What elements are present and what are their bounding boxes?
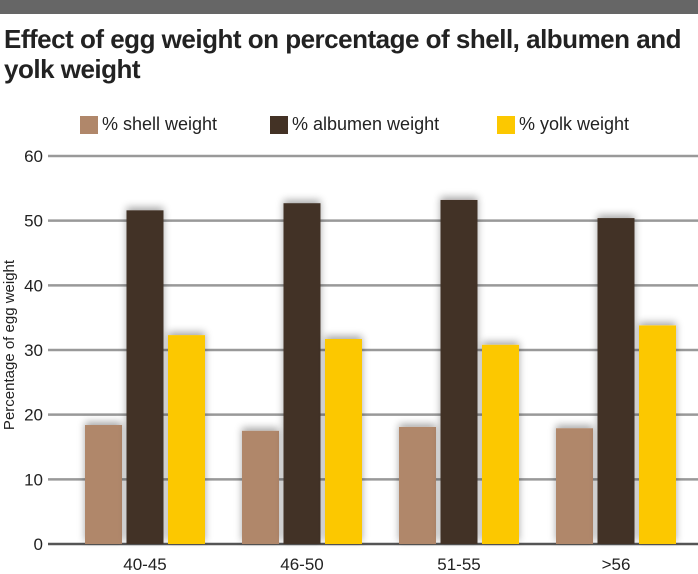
y-tick-label: 20 [24, 406, 43, 425]
legend-label: % yolk weight [519, 114, 630, 134]
y-tick-label: 30 [24, 341, 43, 360]
bar-yolk-weight [639, 325, 676, 544]
bar-albumen-weight [283, 203, 321, 544]
legend-swatch [270, 115, 288, 134]
bar-yolk-weight [482, 344, 519, 544]
bar-shell-weight [242, 430, 279, 544]
bar-yolk-weight [325, 339, 362, 544]
y-axis-label: Percentage of egg weight [1, 259, 18, 430]
bar-albumen-weight [126, 210, 164, 544]
bar-albumen-weight [597, 218, 635, 544]
legend: % shell weight % albumen weight % yolk wei… [0, 114, 698, 138]
y-tick-label: 60 [24, 147, 43, 166]
y-tick-label: 50 [24, 212, 43, 231]
bar-yolk-weight [168, 335, 205, 544]
legend-item: % yolk weight [497, 114, 629, 135]
bar-albumen-weight [440, 199, 478, 544]
chart-title: Effect of egg weight on percentage of sh… [4, 24, 681, 84]
header-bar [0, 0, 698, 14]
x-tick-label: >56 [602, 555, 631, 574]
legend-label: % albumen weight [292, 114, 440, 134]
legend-label: % shell weight [102, 114, 218, 134]
x-tick-label: 40-45 [123, 555, 166, 574]
y-tick-label: 0 [34, 535, 43, 554]
bar-shell-weight [556, 428, 593, 544]
y-tick-label: 10 [24, 470, 43, 489]
bar-shell-weight [85, 425, 122, 544]
y-tick-label: 40 [24, 276, 43, 295]
bar-shell-weight [399, 426, 436, 544]
legend-item: % shell weight [80, 114, 217, 135]
legend-item: % albumen weight [270, 114, 439, 135]
legend-swatch [497, 115, 515, 134]
x-tick-label: 51-55 [437, 555, 480, 574]
legend-swatch [80, 115, 98, 134]
x-tick-label: 46-50 [280, 555, 323, 574]
